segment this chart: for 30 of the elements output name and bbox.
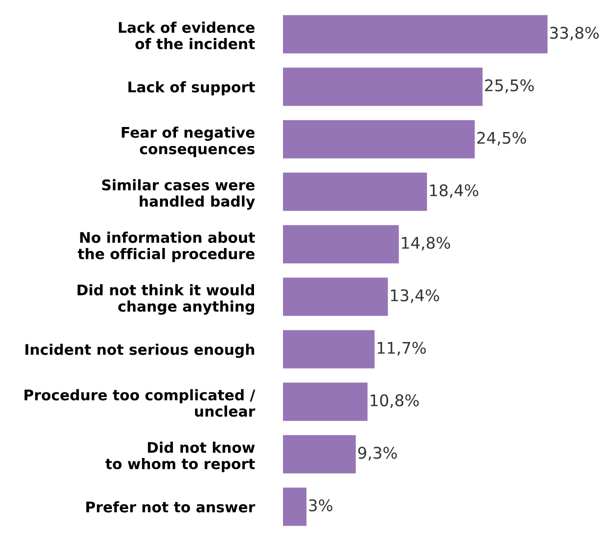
- bar: [283, 68, 483, 106]
- y-tick-label: Lack of support: [128, 81, 255, 96]
- y-tick-label: Similar cases were handled badly: [102, 179, 255, 210]
- y-tick-label: Procedure too complicated / unclear: [24, 389, 256, 417]
- y-tick-label: Incident not serious enough: [25, 344, 254, 358]
- y-tick-label: Lack of evidence of the incident: [118, 22, 255, 50]
- y-tick-label: Fear of negative consequences: [122, 126, 255, 158]
- bar: [283, 435, 356, 474]
- data-label: 33,8%: [550, 26, 599, 41]
- bar: [283, 382, 368, 421]
- data-label: 10,8%: [370, 394, 419, 408]
- y-tick-label: Prefer not to answer: [86, 501, 256, 512]
- data-label: 3%: [309, 499, 332, 512]
- data-label: 18,4%: [430, 184, 478, 198]
- y-tick-label: Did not know to whom to report: [105, 442, 255, 472]
- data-label: 24,5%: [477, 132, 526, 146]
- data-label: 11,7%: [378, 342, 426, 356]
- data-label: 25,5%: [485, 79, 534, 94]
- bar: [283, 225, 399, 264]
- bar: [283, 330, 375, 368]
- bar: [283, 278, 388, 316]
- bar: [283, 488, 306, 526]
- data-label: 14,8%: [402, 236, 450, 251]
- bar: [283, 172, 427, 211]
- bar: [283, 15, 548, 54]
- data-label: 9,3%: [358, 446, 397, 461]
- bar: [283, 120, 475, 158]
- data-label: 13,4%: [391, 289, 440, 304]
- y-tick-label: No information about the official procedure: [78, 232, 255, 262]
- y-tick-label: Did not think it would change anything: [78, 284, 254, 315]
